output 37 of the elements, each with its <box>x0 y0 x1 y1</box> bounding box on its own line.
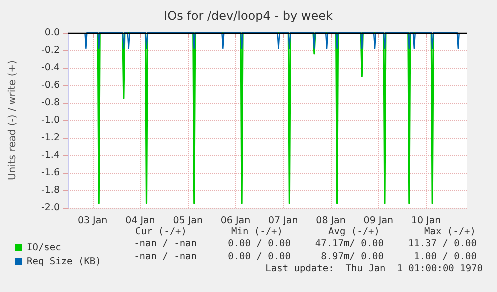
x-tick-label: 08 Jan <box>316 216 346 226</box>
legend-label: IO/sec <box>27 242 62 254</box>
y-tick-label: -1.2 <box>41 132 60 144</box>
x-tick-label: 04 Jan <box>126 216 156 226</box>
text: 47.17m/ 0.00 <box>315 238 384 250</box>
text: 0.00 / 0.00 <box>228 252 292 262</box>
y-tick-label: -0.2 <box>41 45 60 56</box>
y-axis-title: Units read (-) / write (+) <box>8 60 18 181</box>
y-tick-label: -1.8 <box>41 185 60 196</box>
x-tick-label: 06 Jan <box>220 216 251 226</box>
x-tick-label: 07 Jan <box>268 216 298 226</box>
y-tick-label: -1.0 <box>41 115 60 126</box>
y-tick-label: 0.0 <box>44 28 60 38</box>
text: Min (-/+) <box>232 226 284 238</box>
text: 1.00 / 0.00 <box>414 252 478 262</box>
legend-label: Req Size (KB) <box>27 256 102 268</box>
x-tick-label: 03 Jan <box>78 216 108 226</box>
text: Max (-/+) <box>424 226 476 238</box>
y-tick-label: -1.6 <box>41 168 60 178</box>
text: 8.97m/ 0.00 <box>321 252 384 262</box>
chart-title: IOs for /dev/loop4 - by week <box>164 9 333 23</box>
text: 0.00 / 0.00 <box>228 238 292 250</box>
x-tick-label: 09 Jan <box>364 216 394 226</box>
text: -nan / -nan <box>134 238 198 250</box>
y-tick-label: -0.8 <box>41 98 60 108</box>
y-tick-label: -2.0 <box>41 202 60 214</box>
text: -nan / -nan <box>134 252 198 262</box>
y-tick-label: -0.4 <box>41 62 60 74</box>
text: 11.37 / 0.00 <box>408 238 478 250</box>
line-series <box>97 32 434 204</box>
text: Cur (-/+) <box>136 226 188 238</box>
x-tick-label: 05 Jan <box>173 216 203 226</box>
x-tick-label: 10 Jan <box>411 216 442 226</box>
y-tick-label: -0.6 <box>41 80 60 91</box>
text: Avg (-/+) <box>328 226 380 238</box>
y-tick-label: -1.4 <box>41 150 60 161</box>
text: Last update: Thu Jan 1 01:00:00 1970 <box>266 264 484 274</box>
